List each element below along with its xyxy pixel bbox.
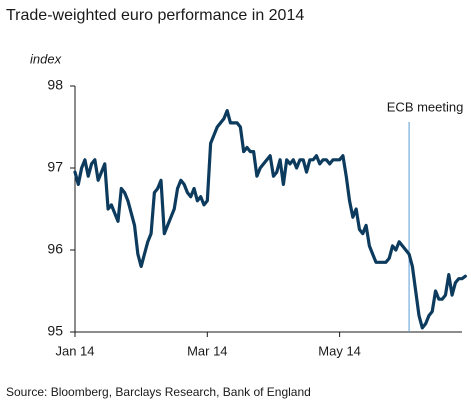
chart-title: Trade-weighted euro performance in 2014 — [6, 7, 304, 24]
y-tick-label: 96 — [47, 241, 63, 257]
y-tick-label: 97 — [47, 159, 63, 175]
annotation-label: ECB meeting — [387, 99, 464, 114]
source-note: Source: Bloomberg, Barclays Research, Ba… — [6, 385, 311, 399]
x-tick-label: May 14 — [318, 343, 361, 358]
x-tick-label: Mar 14 — [187, 343, 227, 358]
x-tick-label: Jan 14 — [55, 343, 94, 358]
y-tick-label: 95 — [47, 323, 63, 339]
data-line — [73, 109, 467, 330]
y-axis-label: index — [30, 51, 62, 66]
y-tick-label: 98 — [47, 77, 63, 93]
